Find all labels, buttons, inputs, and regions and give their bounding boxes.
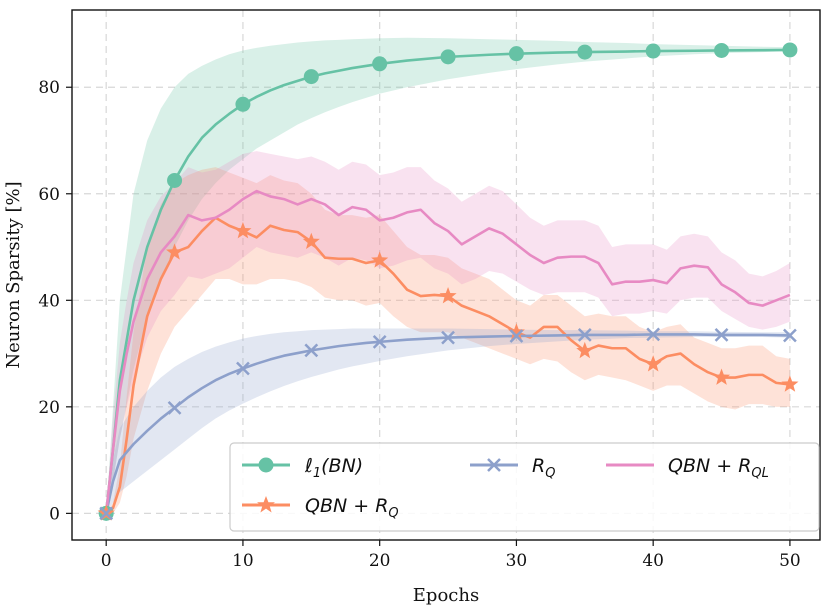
marker-circle-series-0 <box>645 43 661 59</box>
x-axis-title: Epochs <box>413 585 479 606</box>
marker-x-series-2 <box>441 330 455 345</box>
legend-item-qbnrq: QBN + RQ <box>242 495 399 521</box>
marker-circle-series-0 <box>372 56 388 72</box>
plot-frame <box>71 9 821 541</box>
confidence-bands <box>106 37 790 514</box>
series-markers <box>97 42 799 521</box>
x-tick-label: 40 <box>642 551 664 571</box>
line-series-2 <box>104 333 790 514</box>
legend-box <box>229 442 820 532</box>
marker-star-series-1 <box>439 287 457 304</box>
legend: ℓ1(BN) RQ QBN + RQL QBN + RQ <box>229 442 820 532</box>
legend-label-rq: RQ <box>532 455 555 481</box>
marker-star-series-1 <box>712 368 731 385</box>
legend-item-rq: RQ <box>470 455 555 481</box>
y-tick-label: 20 <box>38 398 60 418</box>
marker-circle-series-0 <box>440 49 456 65</box>
y-tick-label: 60 <box>38 185 60 205</box>
marker-circle-series-0 <box>303 69 319 85</box>
x-tick-label: 10 <box>232 551 254 571</box>
marker-star-series-1 <box>166 243 184 260</box>
marker-x-series-2 <box>167 401 182 415</box>
marker-star-series-1 <box>576 341 594 359</box>
marker-star-series-1 <box>371 251 389 268</box>
band-series-1 <box>106 167 790 514</box>
marker-circle-series-0 <box>508 46 524 62</box>
legend-item-l1bn: ℓ1(BN) <box>242 455 363 481</box>
legend-marker-x-icon <box>487 458 501 472</box>
x-tick-label: 30 <box>506 551 528 571</box>
marker-circle-series-0 <box>577 44 593 60</box>
marker-star-series-1 <box>302 232 320 249</box>
marker-x-series-2 <box>372 334 387 349</box>
marker-star-series-1 <box>507 323 525 340</box>
marker-circle-series-0 <box>235 96 251 112</box>
band-series-2 <box>106 328 790 514</box>
line-series-3 <box>104 189 791 514</box>
marker-circle-series-0 <box>782 42 798 58</box>
marker-circle-series-0 <box>167 172 183 188</box>
marker-x-series-2 <box>509 329 524 343</box>
x-tick-label: 50 <box>779 551 801 571</box>
x-tick-label: 20 <box>369 551 391 571</box>
legend-marker-circle-icon <box>258 457 274 473</box>
y-tick-label: 80 <box>38 78 60 98</box>
marker-x-series-2 <box>304 343 319 358</box>
y-axis-title: Neuron Sparsity [%] <box>3 181 24 368</box>
band-series-3 <box>106 151 790 514</box>
legend-label-l1bn: ℓ1(BN) <box>304 455 363 481</box>
marker-x-series-2 <box>236 361 250 376</box>
legend-item-qbnrql: QBN + RQL <box>606 455 769 481</box>
marker-x-series-2 <box>783 328 797 343</box>
y-tick-label: 40 <box>38 291 60 311</box>
marker-x-series-2 <box>646 327 661 342</box>
legend-label-qbnrq: QBN + RQ <box>305 495 399 521</box>
marker-x-series-2 <box>99 506 114 521</box>
line-series-1 <box>105 216 791 515</box>
legend-marker-star-icon <box>257 496 275 513</box>
axis-ticks: 0 10 20 30 40 50 0 20 40 60 80 <box>38 78 800 571</box>
x-tick-label: 0 <box>101 551 112 571</box>
marker-star-series-1 <box>781 375 799 392</box>
marker-x-series-2 <box>714 328 729 342</box>
marker-star-series-1 <box>644 355 662 372</box>
marker-star-series-1 <box>234 222 252 239</box>
marker-x-series-2 <box>577 328 592 342</box>
marker-circle-series-0 <box>714 42 730 58</box>
y-tick-label: 0 <box>49 504 60 524</box>
legend-label-qbnrql: QBN + RQL <box>668 455 769 481</box>
